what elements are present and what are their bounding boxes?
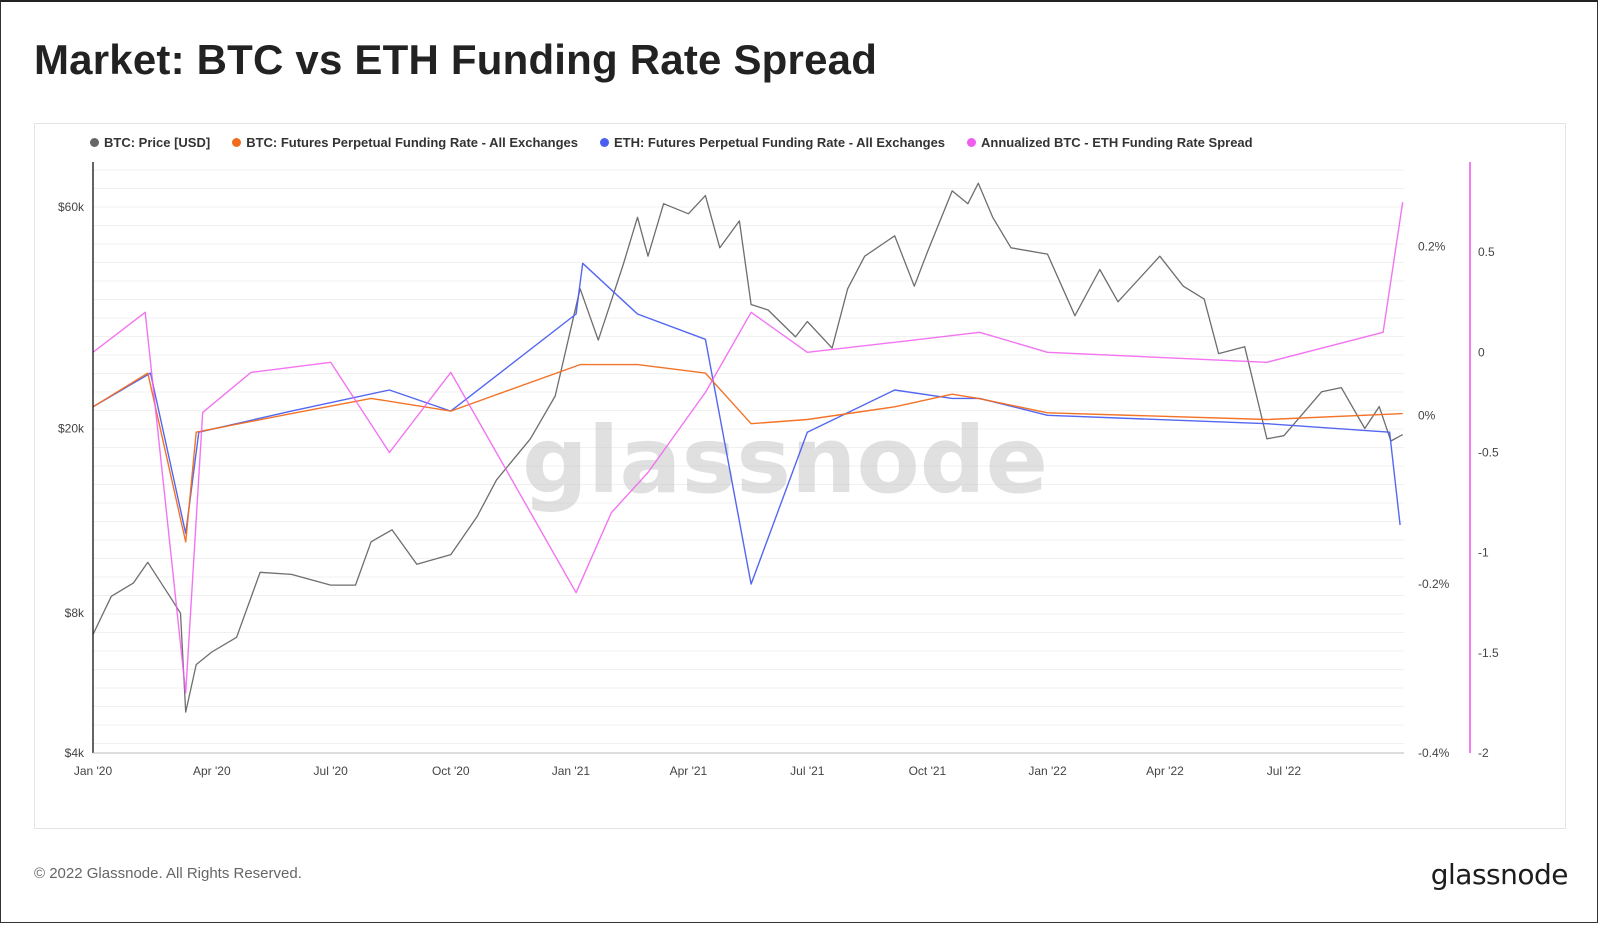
y-right-funding-tick-label: 0% <box>1418 408 1436 422</box>
y-left-tick-label: $20k <box>58 422 85 436</box>
x-tick-label: Jan '21 <box>552 764 591 778</box>
x-tick-label: Jul '22 <box>1267 764 1302 778</box>
tick-labels: Jan '20 Apr '20 Jul '20 Oct '20 Jan '21 Apr '… <box>58 200 1499 778</box>
y-right-funding-tick-label: 0.2% <box>1418 239 1446 253</box>
legend-marker-spread <box>967 138 977 147</box>
y-right-funding-tick-label: -0.2% <box>1418 577 1450 591</box>
x-tick-label: Oct '20 <box>432 764 470 778</box>
x-tick-label: Jul '21 <box>790 764 825 778</box>
glassnode-logo[interactable]: glassnode <box>1430 858 1569 891</box>
y-right-spread-tick-label: 0 <box>1478 345 1485 359</box>
watermark: glassnode <box>522 407 1048 514</box>
legend-label-eth-funding: ETH: Futures Perpetual Funding Rate - Al… <box>613 135 946 150</box>
legend-label-btc-funding: BTC: Futures Perpetual Funding Rate - Al… <box>246 135 578 150</box>
x-tick-label: Jan '20 <box>74 764 113 778</box>
y-left-tick-label: $4k <box>65 746 85 760</box>
y-right-spread-tick-label: -0.5 <box>1478 446 1499 460</box>
x-tick-label: Apr '22 <box>1146 764 1184 778</box>
legend-label-spread: Annualized BTC - ETH Funding Rate Spread <box>981 135 1253 150</box>
chart-panel <box>34 123 1566 829</box>
y-right-spread-tick-label: 0.5 <box>1478 245 1495 259</box>
y-right-spread-tick-label: -2 <box>1478 746 1489 760</box>
legend-marker-btc-funding <box>232 138 242 147</box>
legend-item-eth-funding[interactable]: ETH: Futures Perpetual Funding Rate - Al… <box>599 135 946 150</box>
legend-item-spread[interactable]: Annualized BTC - ETH Funding Rate Spread <box>967 135 1253 150</box>
grid-lines <box>93 169 1404 744</box>
chart-legend: BTC: Price [USD] BTC: Futures Perpetual … <box>90 135 1253 150</box>
y-left-tick-label: $60k <box>58 200 85 214</box>
axes <box>92 162 1471 754</box>
x-tick-label: Apr '21 <box>670 764 708 778</box>
y-right-funding-tick-label: -0.4% <box>1418 746 1450 760</box>
x-tick-label: Oct '21 <box>909 764 947 778</box>
legend-item-btc-funding[interactable]: BTC: Futures Perpetual Funding Rate - Al… <box>232 135 578 150</box>
legend-marker-btc-price <box>90 138 99 147</box>
legend-marker-eth-funding <box>599 138 609 147</box>
spread-line <box>92 201 1404 694</box>
x-tick-label: Jan '22 <box>1028 764 1067 778</box>
btc-funding-line <box>92 363 1403 543</box>
legend-item-btc-price[interactable]: BTC: Price [USD] <box>90 135 210 150</box>
page-title: Market: BTC vs ETH Funding Rate Spread <box>34 36 878 83</box>
series-lines <box>92 182 1404 713</box>
y-right-spread-tick-label: -1 <box>1478 546 1489 560</box>
btc-price-line <box>92 182 1404 713</box>
copyright-text: © 2022 Glassnode. All Rights Reserved. <box>34 865 302 882</box>
x-tick-label: Apr '20 <box>193 764 231 778</box>
y-left-tick-label: $8k <box>65 606 85 620</box>
x-tick-label: Jul '20 <box>314 764 349 778</box>
y-right-spread-tick-label: -1.5 <box>1478 646 1499 660</box>
legend-label-btc-price: BTC: Price [USD] <box>104 135 211 150</box>
